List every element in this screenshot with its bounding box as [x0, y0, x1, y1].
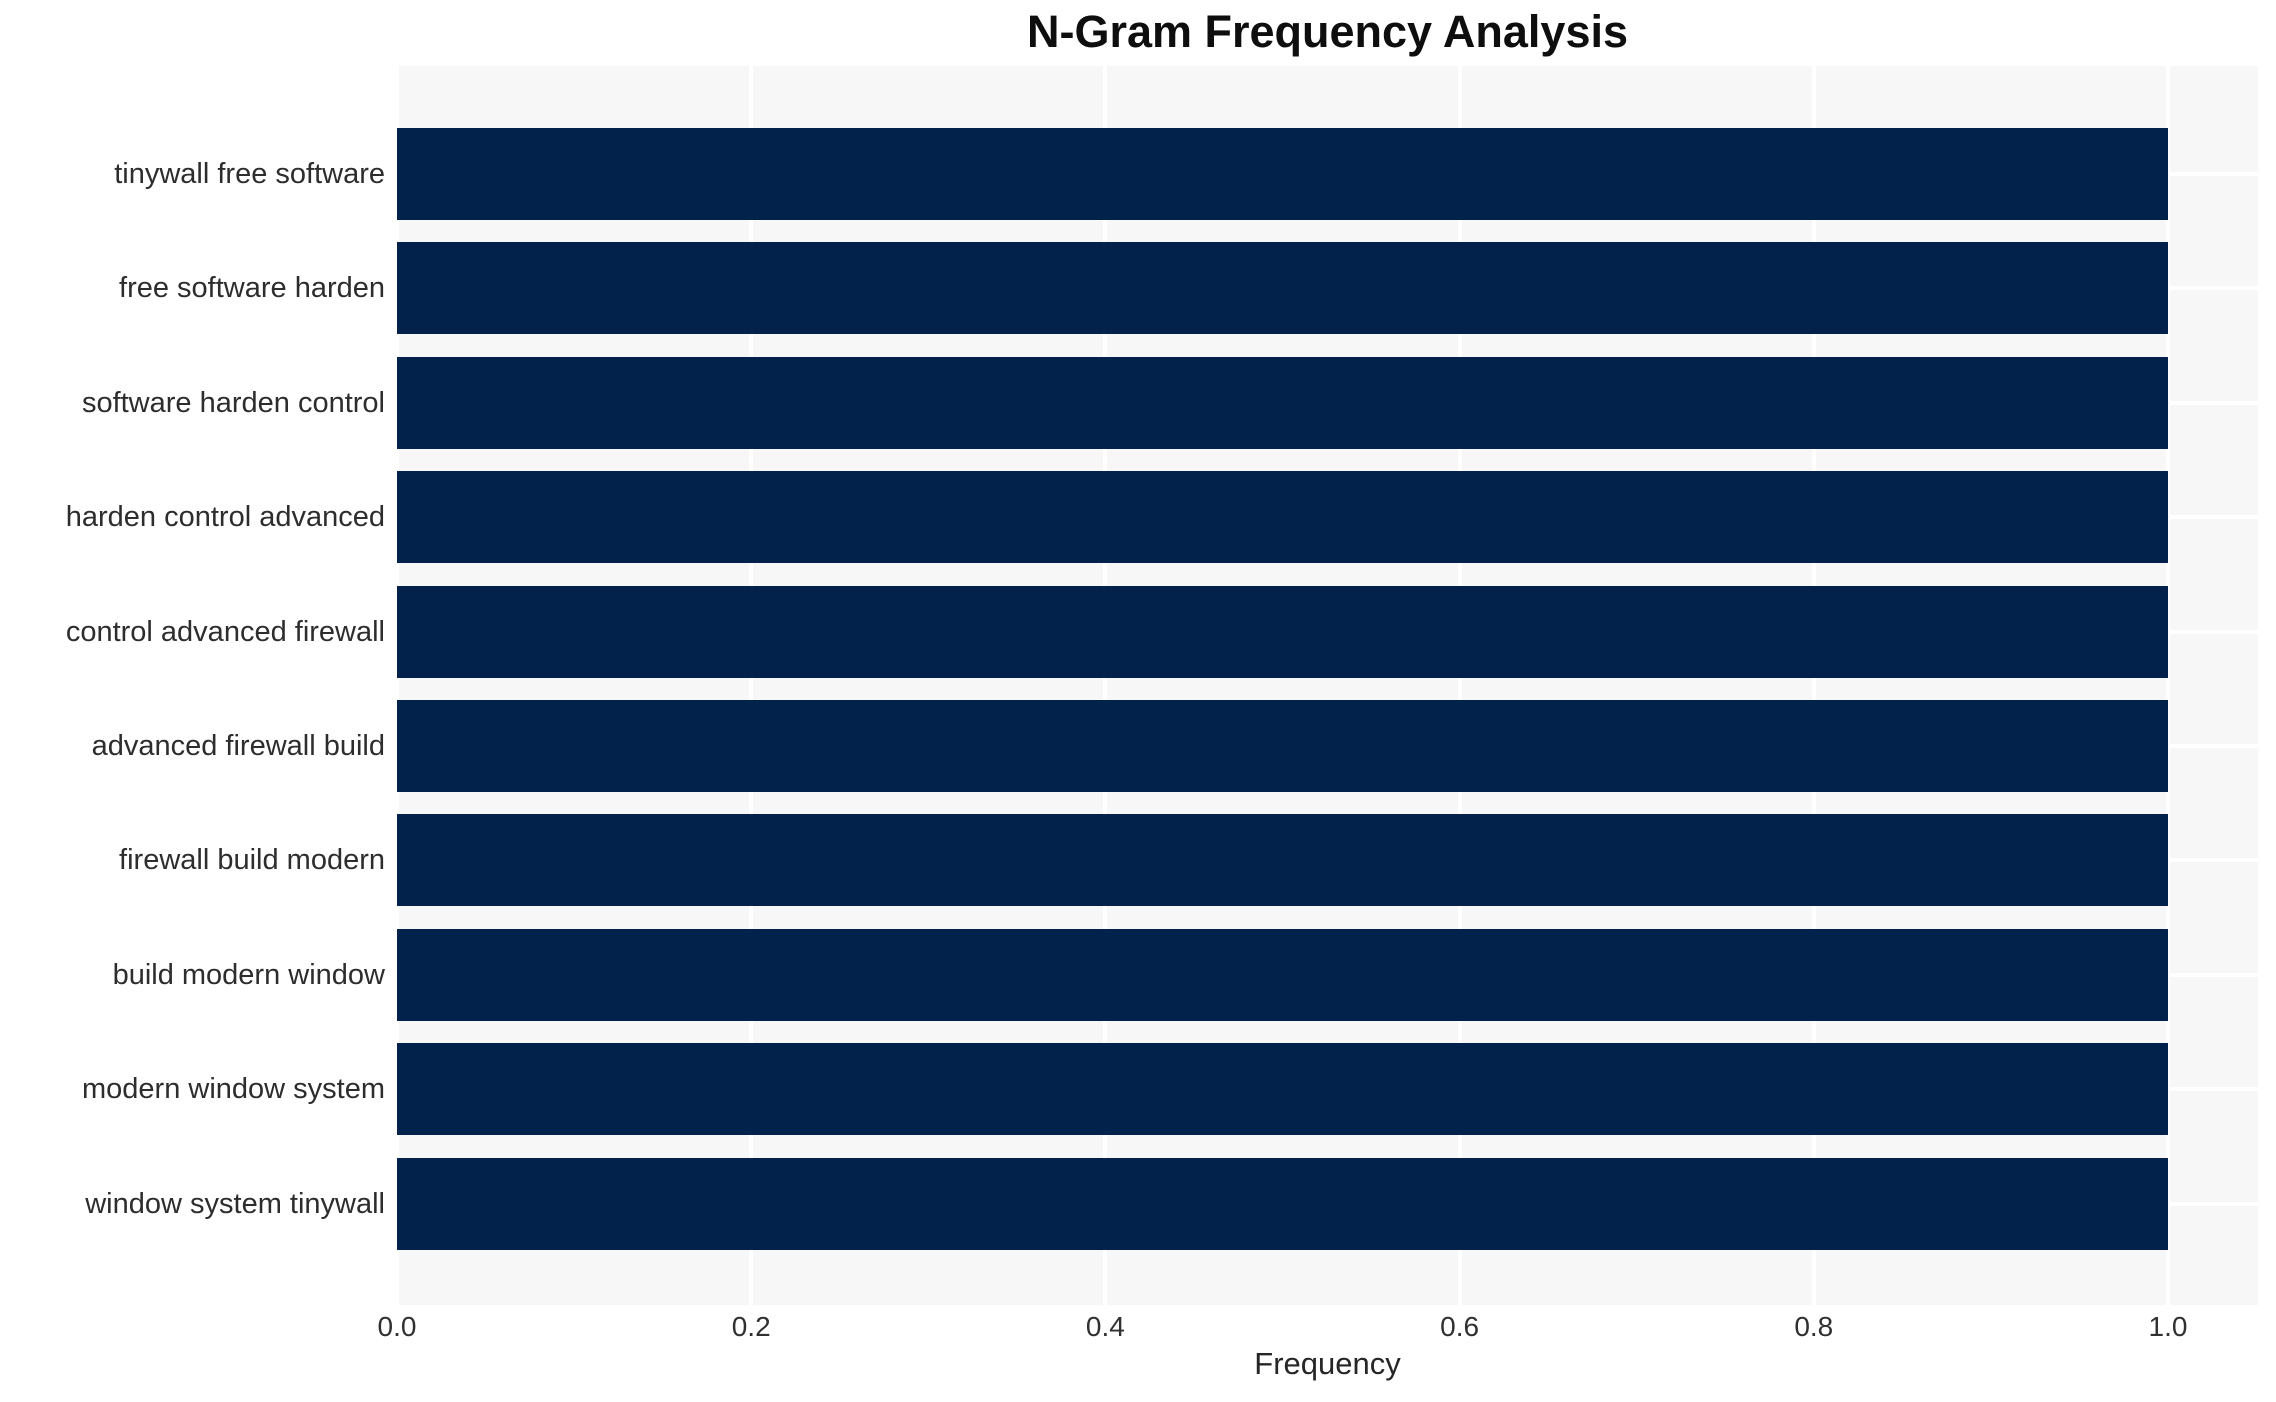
bar-free-software-harden: [397, 242, 2168, 335]
x-tick-label: 0.8: [1794, 1311, 1834, 1342]
bar-window-system-tinywall: [397, 1157, 2168, 1250]
y-tick-label: modern window system: [82, 1073, 385, 1106]
bar-modern-window-system: [397, 1043, 2168, 1136]
bar-tinywall-free-software: [397, 128, 2168, 220]
bar-build-modern-window: [397, 928, 2168, 1021]
y-tick-label: control advanced firewall: [65, 615, 385, 648]
x-tick-label: 1.0: [2148, 1311, 2188, 1342]
x-gridline: [397, 66, 399, 1305]
x-gridline: [749, 66, 754, 1305]
y-tick-label: tinywall free software: [114, 158, 385, 190]
x-gridline: [1811, 66, 1816, 1305]
y-tick-label: harden control advanced: [65, 501, 385, 534]
bar-harden-control-advanced: [397, 471, 2168, 564]
y-tick-label: firewall build modern: [119, 844, 385, 877]
x-tick-label: 0.6: [1440, 1311, 1480, 1342]
x-gridline: [2166, 66, 2170, 1305]
plot-area: [397, 66, 2258, 1305]
y-axis-labels: tinywall free software free software hard…: [0, 66, 385, 1305]
x-gridline: [1457, 66, 1462, 1305]
y-tick-label: advanced firewall build: [91, 730, 385, 762]
x-gridline: [1103, 66, 1108, 1305]
y-tick-label: software harden control: [81, 386, 385, 419]
bar-control-advanced-firewall: [397, 585, 2168, 678]
y-tick-label: free software harden: [119, 272, 385, 305]
x-tick-label: 0.4: [1085, 1311, 1125, 1342]
x-axis-title: Frequency: [1254, 1346, 1401, 1381]
y-tick-label: window system tinywall: [85, 1187, 385, 1220]
y-tick-label: build modern window: [112, 958, 385, 991]
bar-software-harden-control: [397, 356, 2168, 449]
bar-firewall-build-modern: [397, 814, 2168, 907]
chart-title: N-Gram Frequency Analysis: [1026, 6, 1629, 57]
x-axis-ticks: 0.0 0.2 0.4 0.6 0.8 1.0: [378, 1311, 2258, 1347]
bar-advanced-firewall-build: [397, 700, 2168, 792]
x-tick-label: 0.2: [731, 1311, 771, 1342]
x-tick-label: 0.0: [377, 1311, 417, 1342]
